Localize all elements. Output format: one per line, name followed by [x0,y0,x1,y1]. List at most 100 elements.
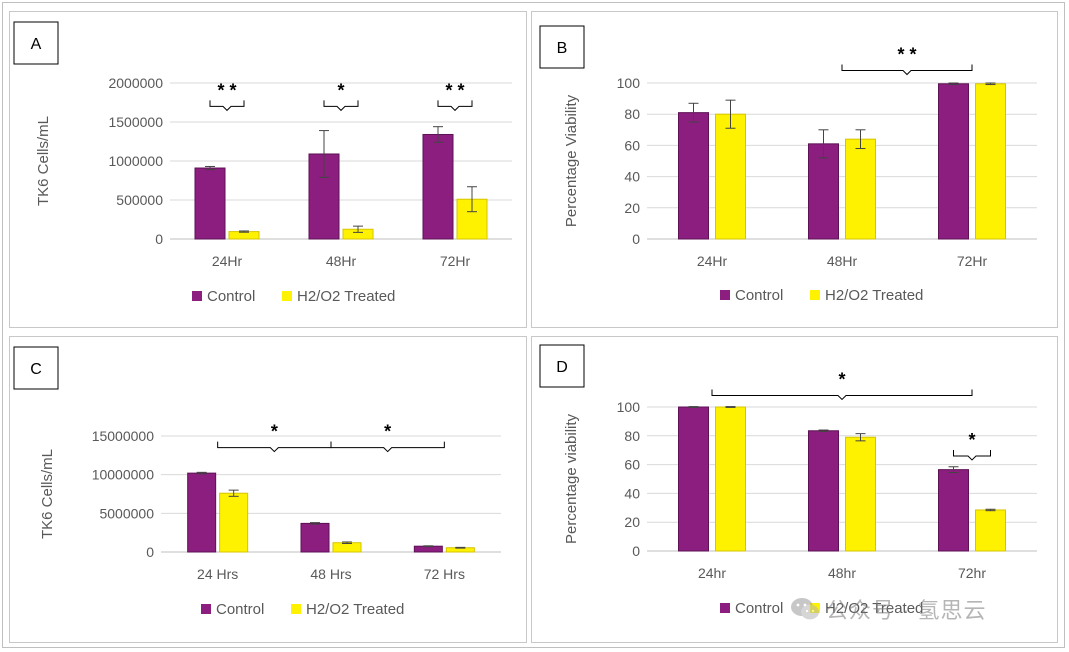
chart-d: D 0 20 40 60 80 100 Percentage viability 24hr 48h… [539,344,1037,617]
chart-b-x-tick-label: 24Hr [697,253,728,269]
chart-a-y-tick-label: 1000000 [108,153,163,169]
chart-c-significance-mark: * [271,422,278,442]
chart-c-y-tick-label: 10000000 [92,467,155,483]
chart-b-bar-control [938,83,969,240]
chart-b-bar-control [808,143,839,240]
chart-b-bar-treated [845,138,876,240]
chart-b-legend-swatch-treated [810,290,820,300]
chart-c-y-tick-label: 5000000 [99,505,154,521]
chart-d-y-tick-label: 0 [632,543,640,559]
chart-c-y-axis-label: TK6 Cells/mL [39,449,56,539]
chart-c-y-tick-label: 0 [146,544,154,560]
wechat-icon [791,598,819,620]
chart-a-y-tick-label: 500000 [116,192,163,208]
chart-b-panel-label: B [557,40,568,57]
chart-a-legend-swatch-control [192,291,202,301]
chart-d-y-tick-label: 100 [617,399,641,415]
chart-d-y-tick-label: 40 [624,485,640,501]
chart-b-significance-bracket [841,64,973,76]
chart-c-legend-label-treated: H2/O2 Treated [306,601,404,618]
chart-b-legend-label-treated: H2/O2 Treated [825,287,923,304]
chart-b-y-tick-label: 100 [617,75,641,91]
chart-b-y-tick-label: 60 [624,137,640,153]
chart-d-bar-treated [715,406,746,552]
chart-d-x-tick-label: 48hr [828,565,856,581]
chart-c-significance-bracket [330,441,445,453]
chart-d-bar-treated [975,509,1006,552]
chart-c-x-tick-label: 24 Hrs [197,566,238,582]
chart-c-label-box [13,346,59,390]
chart-c-significance-bracket [217,441,332,453]
chart-c-y-tick-label: 15000000 [92,428,155,444]
chart-a-significance-bracket [323,100,359,112]
chart-d-significance-bracket [953,449,991,461]
chart-b: B 0 20 40 60 80 100 Percentage Viability 24Hr 48H… [539,25,1037,304]
panel-b: B 0 20 40 60 80 100 Percentage Viability 24Hr 48H… [531,11,1058,328]
chart-d-bar-treated [845,436,876,552]
chart-b-y-tick-label: 0 [632,231,640,247]
chart-a-bar-control [422,133,454,240]
chart-a-y-tick-label: 1500000 [108,114,163,130]
watermark: 公众号 · 氢思云 [790,592,987,626]
panel-c: C 0 5000000 10000000 15000000 TK6 Cells/mL 24 … [9,336,527,643]
chart-c-legend-swatch-treated [291,604,301,614]
chart-a-bar-control [194,167,226,240]
chart-b-legend-label-control: Control [735,287,783,304]
chart-b-x-tick-label: 72Hr [957,253,988,269]
chart-a-label-box [13,21,59,65]
chart-d-y-axis-label: Percentage viability [563,413,580,544]
chart-b-y-tick-label: 40 [624,169,640,185]
chart-a-legend-label-treated: H2/O2 Treated [297,288,395,305]
chart-d-y-tick-label: 20 [624,514,640,530]
chart-d-panel-label: D [556,359,568,376]
chart-d-bar-control [808,430,839,552]
chart-c-bar-treated [219,492,249,553]
chart-b-x-tick-label: 48Hr [827,253,858,269]
chart-b-y-axis-label: Percentage Viability [563,94,580,227]
chart-b-significance-mark: * * [897,45,916,65]
chart-a-significance-mark: * * [217,80,236,100]
chart-c-bar-treated [332,542,362,553]
chart-d-significance-mark: * [838,369,845,389]
chart-a: A 0 500000 1000000 1500000 2000000 TK6 Cells/m… [13,21,512,305]
chart-a-x-tick-label: 24Hr [212,253,243,269]
chart-b-y-tick-label: 20 [624,200,640,216]
chart-d-x-tick-label: 72hr [958,565,986,581]
chart-c-x-tick-label: 72 Hrs [424,566,465,582]
chart-d-bar-control [678,406,709,552]
chart-a-x-tick-label: 48Hr [326,253,357,269]
chart-c-panel-label: C [30,361,42,378]
chart-c-bar-control [300,522,330,553]
chart-d-significance-bracket [711,389,973,401]
chart-c-significance-mark: * [384,422,391,442]
chart-b-y-tick-label: 80 [624,106,640,122]
chart-a-legend-label-control: Control [207,288,255,305]
chart-c-bar-control [187,472,217,553]
chart-d-legend-swatch-control [720,603,730,613]
panel-a: A 0 500000 1000000 1500000 2000000 TK6 Cells/m… [9,11,527,328]
chart-a-significance-mark: * * [445,80,464,100]
chart-a-legend-swatch-treated [282,291,292,301]
chart-a-significance-mark: * [337,80,344,100]
chart-d-bar-control [938,469,969,552]
chart-b-bar-treated [975,83,1006,240]
chart-a-y-tick-label: 0 [155,231,163,247]
chart-d-significance-mark: * [968,430,975,450]
chart-c-x-tick-label: 48 Hrs [310,566,351,582]
chart-c: C 0 5000000 10000000 15000000 TK6 Cells/mL 24 … [13,346,501,618]
chart-a-panel-label: A [31,36,42,53]
chart-a-significance-bracket [437,100,473,112]
chart-a-x-tick-label: 72Hr [440,253,471,269]
watermark-text: 公众号 · 氢思云 [826,598,987,623]
chart-b-bar-treated [715,113,746,240]
chart-c-legend-label-control: Control [216,601,264,618]
chart-d-label-box [539,344,585,388]
chart-b-bar-control [678,112,709,240]
chart-d-legend-label-control: Control [735,600,783,617]
chart-d-x-tick-label: 24hr [698,565,726,581]
chart-b-label-box [539,25,585,69]
chart-a-y-axis-label: TK6 Cells/mL [35,116,52,206]
chart-b-legend-swatch-control [720,290,730,300]
chart-d-y-tick-label: 60 [624,457,640,473]
